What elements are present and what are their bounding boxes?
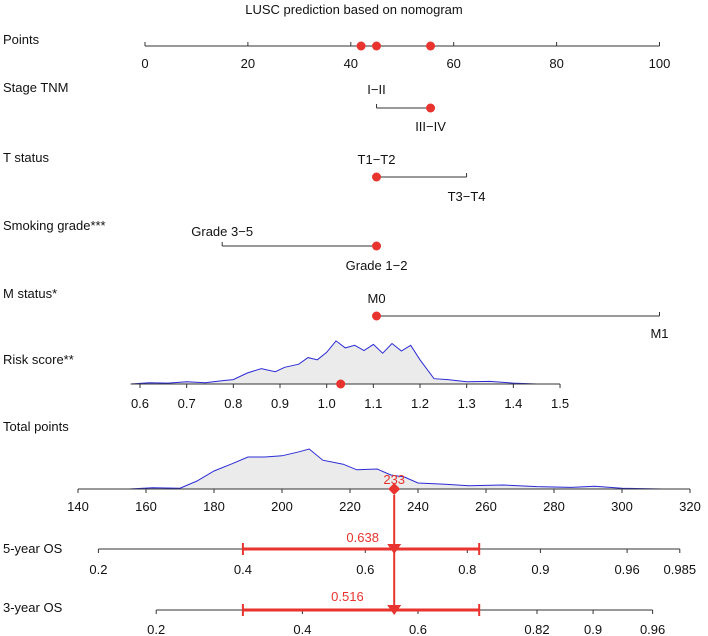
risk-score-tick-label: 1.5	[551, 396, 569, 411]
outcome-tick-label: 0.2	[147, 622, 165, 636]
total-points-density-fill	[129, 449, 663, 489]
points-axis-tick-label: 80	[549, 56, 563, 71]
variable-level-label: T1−T2	[358, 152, 396, 167]
variable-level-label: III−IV	[415, 119, 446, 134]
points-axis-tick-label: 20	[241, 56, 255, 71]
outcome-selected-value-label: 0.638	[346, 530, 379, 545]
outcome-tick-label: 0.8	[458, 562, 476, 577]
outcome-tick-label: 0.96	[640, 622, 665, 636]
outcome-tick-label: 0.82	[524, 622, 549, 636]
outcome-selected-value-label: 0.516	[331, 589, 364, 604]
total-points-tick-label: 200	[271, 499, 293, 514]
selected-point-marker	[356, 41, 366, 51]
variable-selected-marker	[372, 311, 382, 321]
variable-label: T status	[3, 150, 50, 165]
risk-score-tick-label: 1.4	[504, 396, 522, 411]
total-points-label: Total points	[3, 419, 69, 434]
risk-score-label: Risk score**	[3, 352, 74, 367]
variable-selected-marker	[372, 172, 382, 182]
outcome-label: 5-year OS	[3, 541, 63, 556]
risk-score-tick-label: 0.8	[224, 396, 242, 411]
total-points-tick-label: 300	[611, 499, 633, 514]
risk-score-tick-label: 1.2	[411, 396, 429, 411]
outcome-tick-label: 0.985	[664, 562, 697, 577]
variable-selected-marker	[426, 103, 436, 113]
risk-score-tick-label: 1.0	[318, 396, 336, 411]
outcome-tick-label: 0.9	[531, 562, 549, 577]
outcome-tick-label: 0.96	[614, 562, 639, 577]
points-axis-label: Points	[3, 32, 40, 47]
variable-level-label: I−II	[367, 82, 385, 97]
total-points-selected-diamond	[388, 483, 401, 495]
risk-score-tick-label: 0.7	[178, 396, 196, 411]
variable-label: M status*	[3, 286, 57, 301]
variable-level-label: M1	[650, 326, 668, 341]
total-points-tick-label: 180	[203, 499, 225, 514]
variable-level-label: Grade 1−2	[346, 258, 408, 273]
outcome-tick-label: 0.6	[356, 562, 374, 577]
risk-score-tick-label: 1.3	[458, 396, 476, 411]
risk-score-selected-marker	[336, 379, 346, 389]
points-axis-tick-label: 100	[649, 56, 671, 71]
total-points-tick-label: 240	[407, 499, 429, 514]
total-points-tick-label: 280	[543, 499, 565, 514]
points-axis-tick-label: 0	[141, 56, 148, 71]
outcome-tick-label: 0.4	[293, 622, 311, 636]
total-points-selected-label: 233	[383, 472, 405, 487]
risk-score-density-curve	[130, 340, 537, 385]
total-points-density-curve	[128, 448, 663, 490]
outcome-label: 3-year OS	[3, 600, 63, 615]
outcome-selected-arrow	[387, 544, 402, 554]
variable-label: Smoking grade***	[3, 218, 106, 233]
variable-selected-marker	[372, 241, 382, 251]
total-points-tick-label: 260	[475, 499, 497, 514]
total-points-tick-label: 320	[679, 499, 701, 514]
outcome-tick-label: 0.9	[584, 622, 602, 636]
chart-title: LUSC prediction based on nomogram	[245, 2, 463, 17]
outcome-tick-label: 0.4	[234, 562, 252, 577]
risk-score-tick-label: 0.9	[271, 396, 289, 411]
selected-point-marker	[426, 41, 436, 51]
variable-level-label: M0	[367, 291, 385, 306]
risk-score-tick-label: 1.1	[364, 396, 382, 411]
variable-level-label: Grade 3−5	[191, 224, 253, 239]
total-points-tick-label: 140	[67, 499, 89, 514]
total-points-tick-label: 220	[339, 499, 361, 514]
total-points-tick-label: 160	[135, 499, 157, 514]
risk-score-density-fill	[130, 340, 537, 384]
outcome-selected-arrow	[387, 605, 402, 615]
selected-point-marker	[372, 41, 382, 51]
risk-score-tick-label: 0.6	[131, 396, 149, 411]
points-axis-tick-label: 40	[344, 56, 358, 71]
outcome-tick-label: 0.2	[89, 562, 107, 577]
outcome-tick-label: 0.6	[409, 622, 427, 636]
variable-level-label: T3−T4	[448, 189, 486, 204]
variable-label: Stage TNM	[3, 80, 69, 95]
points-axis-tick-label: 60	[446, 56, 460, 71]
